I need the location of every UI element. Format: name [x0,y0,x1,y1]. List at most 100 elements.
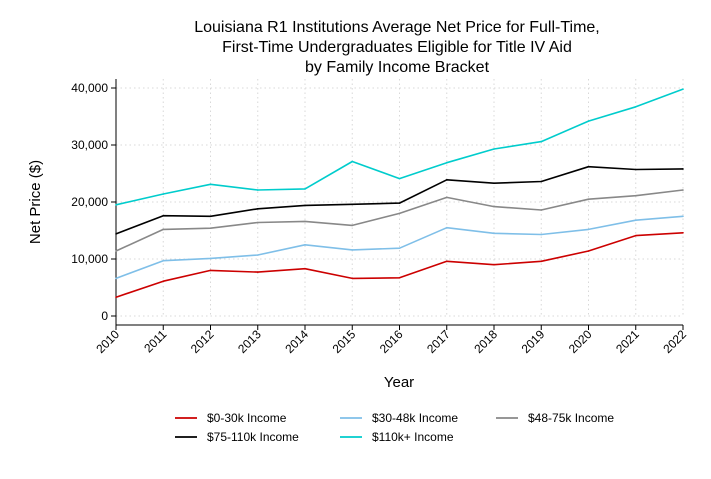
data-point [682,88,684,90]
x-tick-label: 2015 [330,327,359,356]
legend-label: $0-30k Income [207,411,287,425]
data-point [587,198,590,200]
data-point [256,271,259,273]
data-point [351,203,354,206]
y-tick-label: 20,000 [71,195,108,209]
data-point [493,205,495,208]
x-tick-label: 2013 [235,327,264,356]
data-point [115,250,117,252]
data-point [682,168,684,170]
data-point [256,221,259,224]
data-point [493,263,495,266]
legend-label: $110k+ Income [372,430,454,444]
x-tick-label: 2019 [519,327,548,356]
chart-title-line-2: First-Time Undergraduates Eligible for T… [222,39,572,56]
data-point [682,231,684,234]
data-point [540,180,543,183]
data-point [634,194,637,197]
data-point [398,277,401,279]
legend-item: $110k+ Income [340,430,454,444]
data-point [351,224,354,227]
data-point [209,215,212,218]
data-point [351,160,354,163]
x-tick-label: 2022 [660,327,689,356]
data-point [540,209,543,211]
data-point [115,296,117,298]
data-point [209,257,212,260]
x-tick-label: 2012 [188,327,217,356]
data-point [162,259,165,262]
data-point [445,178,448,181]
data-point [540,140,543,143]
chart-title-line-3: by Family Income Bracket [305,59,490,76]
data-point [540,233,543,236]
y-axis-label: Net Price ($) [27,160,44,244]
x-tick-label: 2018 [471,327,500,356]
data-point [587,120,590,122]
data-point [304,188,306,190]
legend-item: $30-48k Income [340,411,458,425]
data-point [115,233,117,235]
data-point [634,234,637,237]
data-point [398,212,401,215]
data-point [304,220,306,223]
data-point [304,204,306,207]
data-series [115,88,684,298]
x-tick-label: 2016 [377,327,406,356]
x-tick-label: 2010 [93,327,122,356]
data-point [115,277,117,280]
data-point [256,189,259,191]
data-point [445,196,448,199]
data-point [682,189,684,191]
x-tick-label: 2014 [282,327,311,356]
data-point [304,243,306,246]
y-tick-label: 30,000 [71,138,108,152]
data-point [398,202,401,204]
grid [115,79,684,317]
y-tick-label: 10,000 [71,252,108,266]
x-axis-label: Year [384,374,414,391]
data-point [209,227,212,230]
legend-item: $75-110k Income [175,430,299,444]
x-tick-label: 2017 [424,327,453,356]
data-point [162,193,165,195]
y-tick-label: 0 [101,309,108,323]
data-point [587,165,590,168]
data-point [304,267,306,270]
data-point [540,260,543,263]
data-point [445,226,448,229]
data-point [587,250,590,252]
data-point [493,148,495,150]
data-point [634,219,637,222]
legend-item: $48-75k Income [496,411,614,425]
data-point [209,269,212,272]
data-point [493,232,495,235]
data-point [445,161,448,164]
chart-title: Louisiana R1 Institutions Average Net Pr… [194,19,600,76]
data-point [445,260,448,263]
data-point [493,182,495,184]
data-point [162,228,165,231]
data-point [162,214,165,217]
legend-label: $75-110k Income [207,430,299,444]
data-point [256,254,259,256]
data-point [256,208,259,210]
x-tick-label: 2020 [566,327,595,356]
legend-label: $30-48k Income [372,411,458,425]
data-point [115,204,117,206]
legend: $0-30k Income $30-48k Income $48-75k Incom… [175,411,614,444]
data-point [587,228,590,231]
data-point [162,280,165,283]
x-tick-label: 2021 [613,327,642,356]
data-point [209,183,212,186]
x-tick-label: 2011 [141,327,169,355]
y-tick-label: 40,000 [71,81,108,95]
legend-item: $0-30k Income [175,411,287,425]
data-point [634,168,637,171]
data-point [634,106,637,108]
data-point [351,277,354,280]
data-point [351,249,354,251]
data-point [398,177,401,180]
